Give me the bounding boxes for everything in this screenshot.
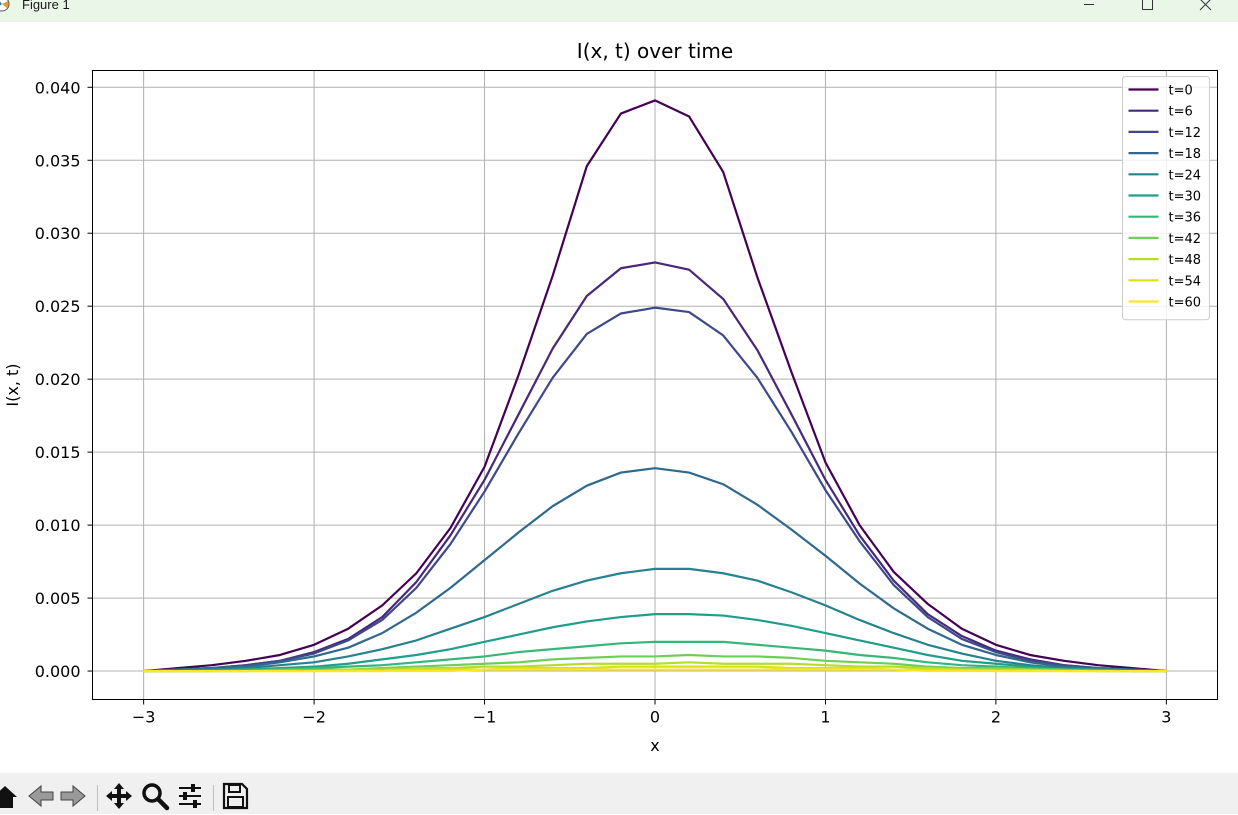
series-line-t=36 bbox=[143, 640, 1167, 673]
minimize-button[interactable] bbox=[1066, 0, 1112, 16]
legend-entry-label: t=30 bbox=[1169, 190, 1202, 205]
zoom-button[interactable] bbox=[140, 781, 170, 815]
maximize-button[interactable] bbox=[1124, 0, 1170, 16]
series-line-t=12 bbox=[143, 306, 1167, 673]
x-tick-label: 1 bbox=[820, 708, 830, 727]
legend-entry-label: t=60 bbox=[1169, 296, 1202, 311]
line-chart: −3 −2 −1 0 1 2 3 0.000 0.005 0.010 0.015 0.020 0.025… bbox=[3, 39, 1218, 755]
y-tick-label: 0.035 bbox=[35, 151, 81, 170]
back-arrow-icon bbox=[28, 784, 54, 808]
legend-entry-label: t=0 bbox=[1169, 84, 1193, 99]
series-line-t=60 bbox=[143, 668, 1167, 673]
toolbar-separator bbox=[213, 785, 214, 811]
legend-entry-label: t=42 bbox=[1169, 232, 1202, 247]
y-tick-label: 0.000 bbox=[35, 662, 81, 681]
axis-ticks: −3 −2 −1 0 1 2 3 0.000 0.005 0.010 0.015 0.020 0.025… bbox=[35, 78, 1172, 726]
x-tick-label: 0 bbox=[650, 708, 660, 727]
navigation-toolbar bbox=[0, 773, 1238, 814]
forward-button[interactable] bbox=[58, 781, 88, 815]
legend-entry-label: t=48 bbox=[1169, 253, 1202, 268]
maximize-icon bbox=[1142, 0, 1153, 10]
chart-title: I(x, t) over time bbox=[577, 39, 733, 63]
configure-subplots-button[interactable] bbox=[175, 781, 205, 815]
series-line-t=6 bbox=[143, 261, 1167, 673]
pan-move-icon bbox=[106, 783, 132, 809]
legend-entry-label: t=36 bbox=[1169, 211, 1202, 226]
series-line-t=30 bbox=[143, 613, 1167, 673]
legend-entry-label: t=12 bbox=[1169, 126, 1202, 141]
save-button[interactable] bbox=[220, 781, 250, 815]
x-tick-label: −3 bbox=[132, 708, 156, 727]
window-title: Figure 1 bbox=[22, 0, 70, 12]
series-lines bbox=[143, 99, 1167, 673]
series-line-t=42 bbox=[143, 653, 1167, 673]
zoom-magnifier-icon bbox=[142, 783, 170, 811]
y-tick-label: 0.010 bbox=[35, 516, 81, 535]
minimize-icon bbox=[1084, 4, 1094, 5]
window-titlebar: Figure 1 bbox=[0, 0, 1238, 22]
save-disk-icon bbox=[222, 782, 249, 810]
configure-subplots-icon bbox=[179, 784, 201, 808]
home-button[interactable] bbox=[0, 781, 20, 815]
matplotlib-figure-icon bbox=[0, 0, 10, 12]
x-tick-label: 2 bbox=[991, 708, 1001, 727]
series-line-t=18 bbox=[143, 467, 1167, 673]
x-tick-label: 3 bbox=[1161, 708, 1171, 727]
back-button[interactable] bbox=[26, 781, 56, 815]
forward-arrow-icon bbox=[60, 784, 86, 808]
y-tick-label: 0.005 bbox=[35, 589, 81, 608]
close-icon bbox=[1199, 0, 1212, 11]
toolbar-separator bbox=[97, 785, 98, 811]
legend-entry-label: t=6 bbox=[1169, 105, 1193, 120]
figure-canvas[interactable]: −3 −2 −1 0 1 2 3 0.000 0.005 0.010 0.015 0.020 0.025… bbox=[0, 22, 1238, 773]
home-icon bbox=[0, 786, 17, 808]
series-line-t=0 bbox=[143, 99, 1167, 673]
series-line-t=24 bbox=[143, 567, 1167, 673]
y-tick-label: 0.020 bbox=[35, 370, 81, 389]
legend-entry-label: t=18 bbox=[1169, 147, 1202, 162]
close-button[interactable] bbox=[1182, 0, 1228, 16]
x-axis-label: x bbox=[650, 736, 659, 755]
x-tick-label: −1 bbox=[473, 708, 497, 727]
pan-button[interactable] bbox=[104, 781, 134, 815]
legend: t=0 t=6 t=12 t=18 t=24 t=30 t=36 t=42 t=48 t=54 t=… bbox=[1122, 76, 1210, 321]
x-tick-label: −2 bbox=[302, 708, 326, 727]
legend-entry-label: t=24 bbox=[1169, 168, 1202, 183]
legend-entry-label: t=54 bbox=[1169, 274, 1202, 289]
y-axis-label: I(x, t) bbox=[3, 363, 22, 406]
grid bbox=[92, 70, 1218, 700]
y-tick-label: 0.015 bbox=[35, 443, 81, 462]
y-tick-label: 0.030 bbox=[35, 224, 81, 243]
y-tick-label: 0.040 bbox=[35, 78, 81, 97]
y-tick-label: 0.025 bbox=[35, 297, 81, 316]
